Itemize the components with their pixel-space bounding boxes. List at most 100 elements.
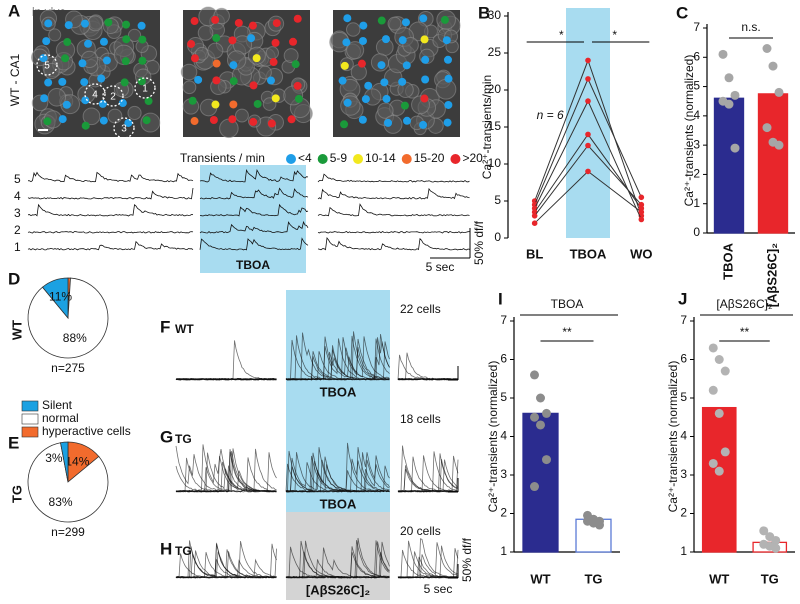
trace xyxy=(397,490,459,493)
cell-dot xyxy=(98,99,107,108)
panel-letter: F xyxy=(160,317,170,336)
trace xyxy=(175,452,277,493)
data-point xyxy=(708,385,718,395)
cell-outline xyxy=(435,78,457,100)
cell-dot xyxy=(80,19,89,28)
stimulus-window xyxy=(286,512,390,600)
cell-dot xyxy=(229,100,238,109)
y-tick-label: 10 xyxy=(488,156,502,170)
cell-dot xyxy=(420,94,429,103)
panel-letter: C xyxy=(676,3,688,22)
y-tick-label: 4 xyxy=(680,429,687,443)
pie-slice xyxy=(27,442,109,523)
x-tick-label: TG xyxy=(761,571,779,586)
legend-swatch xyxy=(21,426,39,438)
cell-dot xyxy=(190,54,199,63)
trace-label: 5 xyxy=(14,172,21,186)
legend-label: hyperactive cells xyxy=(42,424,131,438)
y-tick-label: 5 xyxy=(494,193,501,207)
cell-dot xyxy=(44,19,53,28)
y-tick-label: 1 xyxy=(693,196,700,210)
sample-size: n=299 xyxy=(51,525,85,539)
cell-dot xyxy=(403,116,412,125)
panel-letter: G xyxy=(160,427,173,446)
cell-dot xyxy=(144,97,153,106)
trace xyxy=(175,461,277,493)
cell-dot xyxy=(212,76,221,85)
pie-label: 83% xyxy=(49,495,73,509)
legend-swatch xyxy=(401,154,412,164)
cell-dot xyxy=(120,78,129,87)
cell-dot xyxy=(443,118,452,127)
data-point xyxy=(708,343,718,353)
data-point xyxy=(714,355,724,364)
cell-dot xyxy=(142,116,151,125)
cell-outline xyxy=(47,88,67,107)
cell-outline xyxy=(197,25,214,41)
cell-outline xyxy=(127,105,142,121)
cell-dot xyxy=(287,115,296,124)
cell-count: 20 cells xyxy=(400,524,441,538)
cell-dot xyxy=(44,78,53,87)
data-point xyxy=(714,466,724,476)
cell-dot xyxy=(271,94,280,103)
legend-label: Silent xyxy=(42,398,73,412)
data-point xyxy=(595,520,604,530)
cell-dot xyxy=(380,78,389,87)
pie-label: 11% xyxy=(49,289,72,303)
data-point xyxy=(774,140,784,150)
cell-dot xyxy=(64,21,73,30)
cell-count: 22 cells xyxy=(400,302,441,316)
y-tick-label: 5 xyxy=(500,390,507,404)
cell-dot xyxy=(444,100,453,109)
cell-label: 3 xyxy=(121,124,127,135)
cell-outline xyxy=(235,108,249,123)
legend-label: 5-9 xyxy=(330,151,348,165)
legend-swatch xyxy=(450,154,461,164)
cell-outline xyxy=(107,108,123,124)
data-point xyxy=(638,209,645,215)
y-axis-label: Ca²⁺-transients (normalized) xyxy=(666,361,680,513)
data-point xyxy=(724,99,734,109)
data-point xyxy=(708,458,718,468)
cell-dot xyxy=(118,99,127,108)
pie-slice xyxy=(60,441,69,483)
data-point xyxy=(724,73,734,83)
cell-dot xyxy=(267,119,276,128)
cell-dot xyxy=(122,20,131,29)
highlight-band xyxy=(566,8,610,238)
amp-scale: 50% df/f xyxy=(472,220,486,265)
trace xyxy=(27,203,194,217)
cell-outline xyxy=(127,28,142,43)
time-scale: 5 sec xyxy=(426,260,455,274)
cell-dot xyxy=(358,115,367,124)
trace xyxy=(285,464,390,493)
x-tick-label: [AβS26C]₂ xyxy=(764,243,779,308)
legend-label: 15-20 xyxy=(414,151,445,165)
cell-dot xyxy=(291,60,300,69)
cell-highlight xyxy=(84,83,106,105)
cell-dot xyxy=(97,74,106,83)
pie-label: 88% xyxy=(63,331,87,345)
significance-mark: * xyxy=(559,28,564,42)
trace xyxy=(199,220,309,234)
cell-dot xyxy=(138,35,147,44)
cell-dot xyxy=(249,117,258,126)
cell-outline xyxy=(182,80,197,95)
x-tick-label: TBOA xyxy=(570,246,607,261)
trace xyxy=(175,551,277,579)
trace xyxy=(397,576,459,579)
cell-dot xyxy=(43,117,52,126)
data-point xyxy=(771,543,781,553)
cell-dot xyxy=(61,54,70,63)
cell-label: 4 xyxy=(92,90,98,101)
cell-dot xyxy=(234,18,243,27)
legend-swatch xyxy=(21,400,39,412)
cell-dot xyxy=(137,21,146,30)
genotype-label: WT - CA1 xyxy=(8,53,22,106)
data-point xyxy=(771,535,781,545)
legend-swatch xyxy=(317,154,328,164)
cell-dot xyxy=(124,118,133,127)
panel-letter: I xyxy=(498,289,503,308)
genotype-label: TG xyxy=(175,544,192,558)
